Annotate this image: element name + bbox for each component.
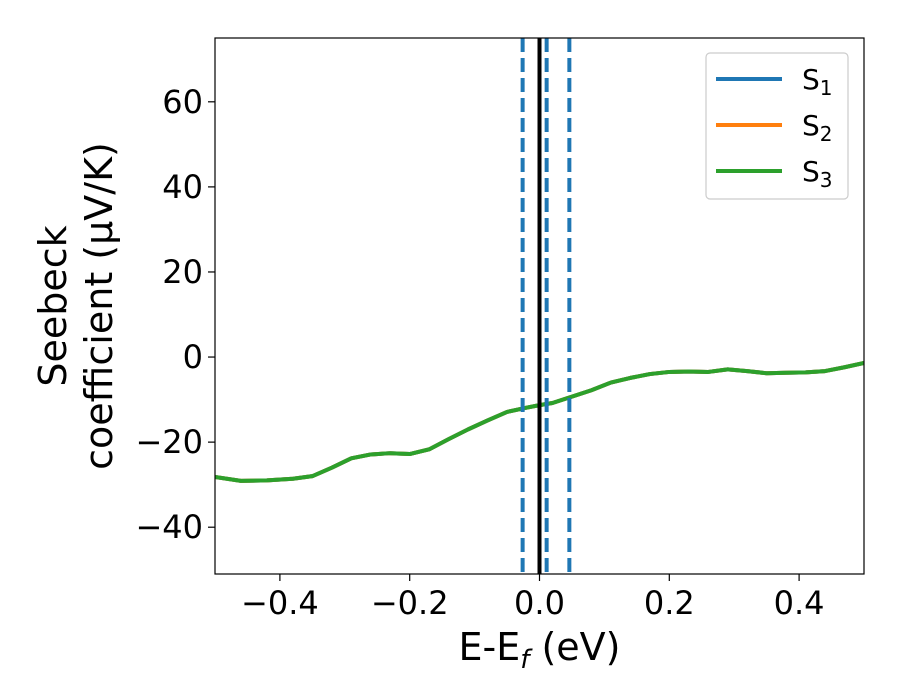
x-tick-label: 0.4: [774, 584, 825, 622]
legend-label-subscript: 3: [820, 168, 833, 192]
y-tick-label: 60: [162, 83, 203, 121]
y-tick-label: −40: [135, 508, 203, 546]
x-axis-title: E-Ef (eV): [459, 625, 621, 675]
legend-label-main: S: [802, 63, 820, 96]
x-axis-ticks: −0.4 −0.2 0.0 0.2 0.4: [241, 574, 825, 622]
y-tick-label: 40: [162, 168, 203, 206]
legend-label-main: S: [802, 155, 820, 188]
legend-label-main: S: [802, 109, 820, 142]
plot-content: [215, 38, 864, 574]
y-tick-label: 20: [162, 253, 203, 291]
y-tick-label: −20: [135, 423, 203, 461]
y-axis-title: Seebeck coefficient (μV/K): [31, 142, 121, 470]
y-axis-title-line2: coefficient (μV/K): [77, 142, 121, 470]
legend-label-S2: S2: [802, 109, 833, 146]
x-tick-label: 0.0: [514, 584, 565, 622]
y-axis-ticks: −40 −20 0 20 40 60: [135, 83, 215, 546]
x-axis-title-main: E-E: [459, 625, 521, 669]
x-tick-label: 0.2: [644, 584, 695, 622]
x-tick-label: −0.4: [241, 584, 319, 622]
y-tick-label: 0: [183, 338, 203, 376]
legend-label-subscript: 1: [820, 76, 833, 100]
legend-label-S1: S1: [802, 63, 833, 100]
legend-label-subscript: 2: [820, 122, 833, 146]
legend-label-S3: S3: [802, 155, 833, 192]
x-tick-label: −0.2: [371, 584, 449, 622]
y-axis-title-line1: Seebeck: [31, 225, 75, 386]
x-axis-title-unit: (eV): [529, 625, 620, 669]
